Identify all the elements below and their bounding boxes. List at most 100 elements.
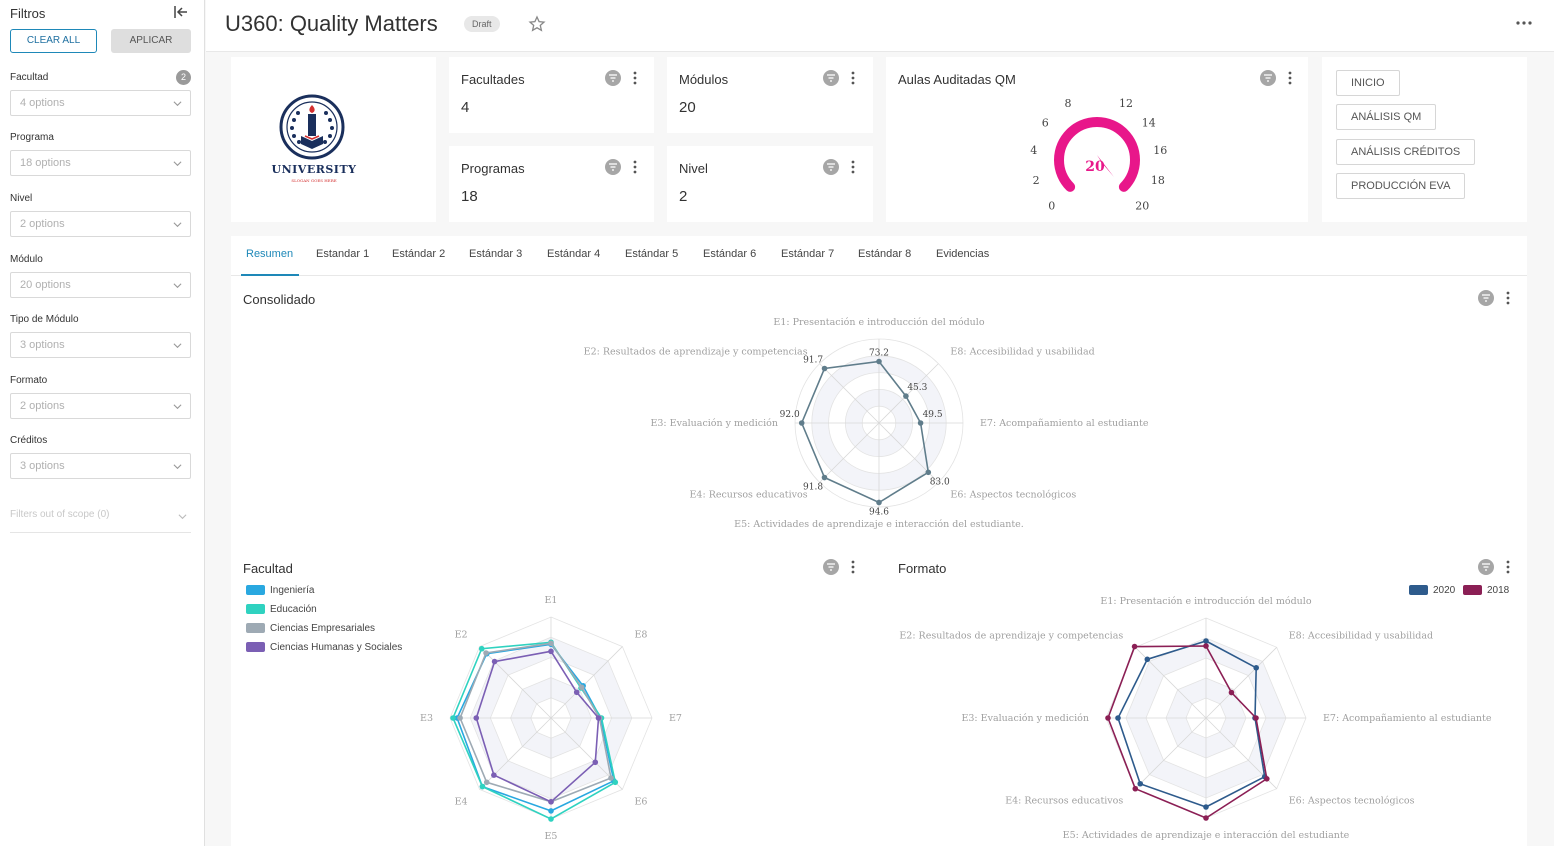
filter-icon[interactable] bbox=[605, 70, 621, 86]
radar-axis-label: E6 bbox=[634, 796, 647, 807]
radar-axis-line bbox=[1205, 647, 1277, 719]
radar-data-point bbox=[1264, 776, 1270, 782]
sidebar-title: Filtros bbox=[10, 6, 46, 21]
filter-4: Tipo de Módulo 3 options bbox=[10, 312, 191, 358]
nav-button-analisis-creditos[interactable]: ANÁLISIS CRÉDITOS bbox=[1336, 139, 1476, 165]
collapse-sidebar-icon[interactable] bbox=[172, 4, 190, 20]
legend-item[interactable]: Educación bbox=[246, 604, 317, 616]
chevron-down-icon bbox=[173, 101, 182, 107]
more-options-icon[interactable] bbox=[1287, 71, 1293, 85]
filter-select[interactable]: 4 options bbox=[10, 90, 191, 116]
radar-chart-formato: E1: Presentación e introducción del módu… bbox=[899, 596, 1492, 841]
tab-estandar-8[interactable]: Estándar 8 bbox=[858, 248, 912, 260]
legend-item[interactable]: Ingeniería bbox=[246, 585, 314, 597]
radar-data-point bbox=[548, 799, 554, 805]
more-options-icon[interactable] bbox=[1505, 291, 1511, 305]
legend-label: Ciencias Empresariales bbox=[270, 623, 376, 634]
gauge-tick-label: 4 bbox=[1030, 144, 1037, 157]
chevron-down-icon bbox=[173, 222, 182, 228]
clear-all-button[interactable]: CLEAR ALL bbox=[10, 29, 97, 53]
legend-item[interactable]: Ciencias Humanas y Sociales bbox=[246, 642, 402, 654]
filters-out-of-scope[interactable]: Filters out of scope (0) bbox=[10, 509, 191, 533]
chart-title-consolidado: Consolidado bbox=[243, 292, 316, 307]
radar-axis-label: E2: Resultados de aprendizaje y competen… bbox=[584, 347, 808, 358]
more-options-icon[interactable] bbox=[1505, 560, 1511, 574]
filter-select[interactable]: 3 options bbox=[10, 453, 191, 479]
filter-icon[interactable] bbox=[1260, 70, 1276, 86]
dashboard-title: U360: Quality Matters bbox=[225, 11, 438, 36]
tab-estandar-1[interactable]: Estandar 1 bbox=[316, 248, 370, 260]
tab-estandar-6[interactable]: Estándar 6 bbox=[703, 248, 757, 260]
legend-item[interactable]: 2018 bbox=[1463, 585, 1509, 597]
more-options-icon[interactable] bbox=[632, 160, 638, 174]
radar-chart-consolidado: E1: Presentación e introducción del módu… bbox=[584, 317, 1149, 530]
filter-icon[interactable] bbox=[1478, 559, 1494, 575]
chevron-down-icon bbox=[178, 514, 187, 520]
kpi-value: 18 bbox=[461, 188, 478, 205]
kpi-value: 20 bbox=[679, 99, 696, 116]
tab-estandar-2[interactable]: Estándar 2 bbox=[392, 248, 446, 260]
radar-axis-label: E2: Resultados de aprendizaje y competen… bbox=[899, 630, 1123, 641]
filter-label-text: Nivel bbox=[10, 193, 33, 204]
more-options-icon[interactable] bbox=[850, 560, 856, 574]
radar-data-point bbox=[491, 772, 497, 778]
nav-button-analisis-qm[interactable]: ANÁLISIS QM bbox=[1336, 104, 1437, 130]
tab-estandar-3[interactable]: Estándar 3 bbox=[469, 248, 523, 260]
nav-button-inicio[interactable]: INICIO bbox=[1336, 70, 1400, 96]
filter-label: Formato bbox=[10, 373, 191, 389]
legend-swatch bbox=[246, 585, 265, 596]
radar-axis-label: E1: Presentación e introducción del módu… bbox=[773, 317, 984, 328]
filter-select[interactable]: 20 options bbox=[10, 272, 191, 298]
radar-data-point bbox=[798, 420, 805, 426]
kpi-title: Programas bbox=[461, 161, 525, 176]
radar-data-point bbox=[548, 648, 554, 655]
legend-item[interactable]: Ciencias Empresariales bbox=[246, 623, 375, 635]
filter-icon[interactable] bbox=[823, 559, 839, 575]
filter-select[interactable]: 18 options bbox=[10, 150, 191, 176]
filter-icon[interactable] bbox=[823, 70, 839, 86]
gauge-value: 20 bbox=[1085, 159, 1105, 175]
radar-data-point bbox=[821, 474, 828, 481]
tab-estandar-5[interactable]: Estándar 5 bbox=[625, 248, 679, 260]
legend-item[interactable]: 2020 bbox=[1409, 585, 1455, 597]
filter-icon[interactable] bbox=[605, 159, 621, 175]
tab-estandar-7[interactable]: Estándar 7 bbox=[781, 248, 835, 260]
radar-axis-label: E7: Acompañamiento al estudiante bbox=[1323, 713, 1492, 724]
kpi-modulos: Módulos 20 bbox=[667, 57, 873, 133]
tab-evidencias[interactable]: Evidencias bbox=[936, 248, 990, 260]
more-options-icon[interactable] bbox=[850, 71, 856, 85]
gauge-tick-label: 16 bbox=[1153, 144, 1167, 157]
radar-chart-facultad: E1 E8 E7 E6 E5 E4 E3 E2 bbox=[420, 595, 682, 842]
legend-swatch bbox=[1409, 585, 1428, 596]
more-options-icon[interactable] bbox=[632, 71, 638, 85]
more-options-icon[interactable] bbox=[1516, 18, 1532, 28]
radar-axis-label: E4 bbox=[455, 796, 468, 807]
radar-axis-line bbox=[479, 646, 552, 719]
tab-estandar-4[interactable]: Estándar 4 bbox=[547, 248, 601, 260]
radar-data-point bbox=[1203, 815, 1209, 821]
status-badge: Draft bbox=[464, 16, 500, 32]
radar-axis-label: E8 bbox=[634, 630, 647, 641]
apply-button[interactable]: APLICAR bbox=[111, 29, 191, 53]
chevron-down-icon bbox=[173, 404, 182, 410]
more-options-icon[interactable] bbox=[850, 160, 856, 174]
favorite-star-icon[interactable] bbox=[528, 15, 546, 33]
filter-icon[interactable] bbox=[823, 159, 839, 175]
radar-data-point bbox=[479, 783, 486, 790]
nav-button-produccion-eva[interactable]: PRODUCCIÓN EVA bbox=[1336, 173, 1466, 199]
filter-icon[interactable] bbox=[1478, 290, 1494, 306]
filter-select[interactable]: 2 options bbox=[10, 211, 191, 237]
filter-label: Nivel bbox=[10, 191, 191, 207]
radar-data-point bbox=[548, 808, 554, 814]
filter-label-text: Programa bbox=[10, 132, 54, 143]
filters-out-of-scope-label: Filters out of scope (0) bbox=[10, 509, 110, 520]
filter-placeholder: 2 options bbox=[20, 400, 65, 412]
gauge-title: Aulas Auditadas QM bbox=[898, 72, 1016, 87]
tab-resumen[interactable]: Resumen bbox=[246, 248, 294, 260]
filter-select[interactable]: 2 options bbox=[10, 393, 191, 419]
kpi-facultades: Facultades 4 bbox=[449, 57, 654, 133]
radar-axis-label: E3: Evaluación y medición bbox=[650, 418, 778, 429]
filter-select[interactable]: 3 options bbox=[10, 332, 191, 358]
gauge-tick-label: 12 bbox=[1119, 97, 1133, 110]
